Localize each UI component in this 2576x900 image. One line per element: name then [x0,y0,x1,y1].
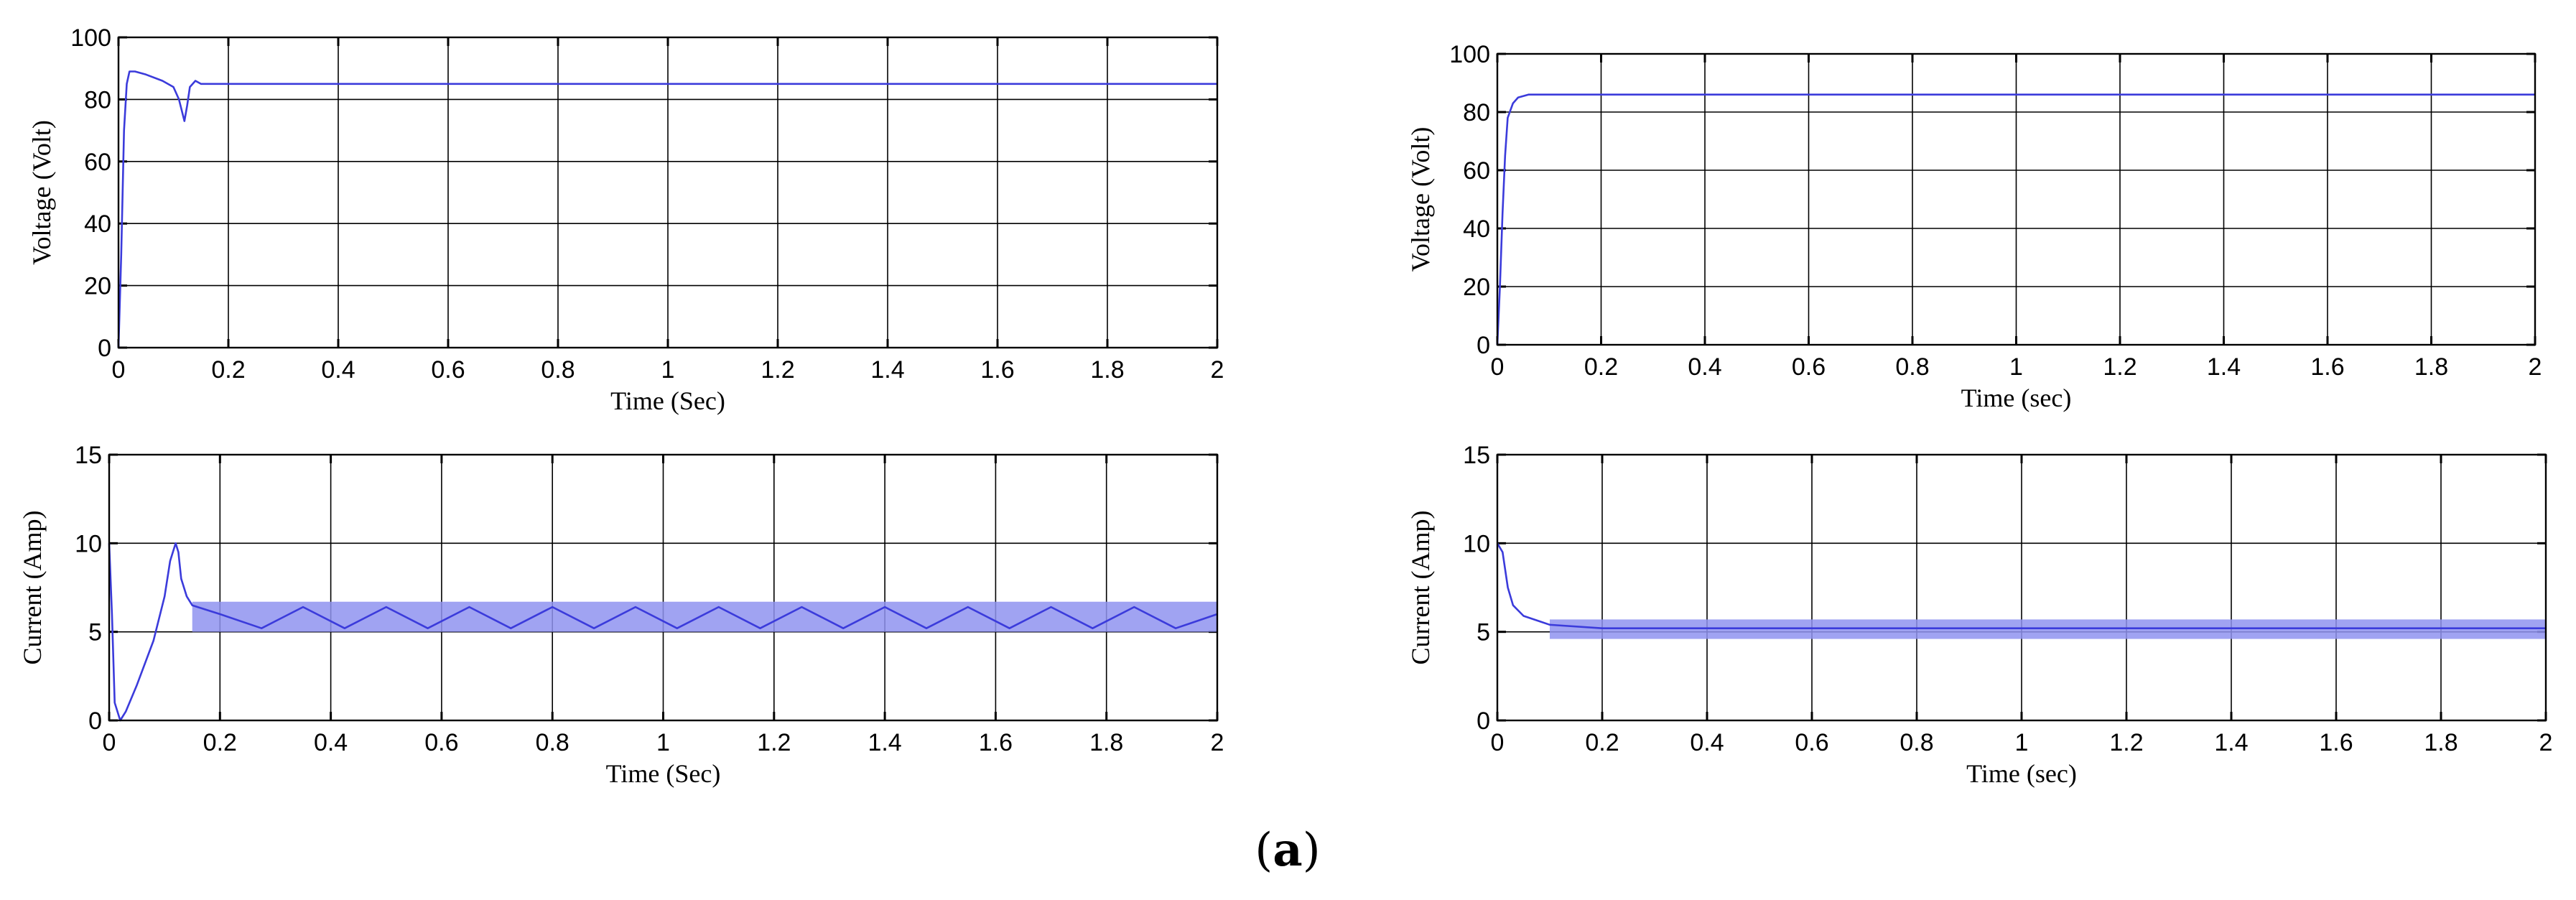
ripple-band [192,601,1218,632]
plot-frame [117,36,1219,349]
series-line-current [1496,542,2546,630]
chart-current-left: 0 0.2 0.4 0.6 0.8 1 1.2 1.4 1.6 1.8 2 0 5 10 15 Time (S… [18,442,1224,788]
x-tick-label: 2 [1211,729,1224,756]
y-tick-label: 40 [84,210,111,238]
y-tick-label: 5 [88,619,102,646]
y-tick-label: 5 [1477,619,1490,646]
chart-current-right: 0 0.2 0.4 0.6 0.8 1 1.2 1.4 1.6 1.8 2 0 5 10 15 Time (s… [1406,442,2552,788]
y-tick-label: 40 [1463,215,1490,243]
x-tick-label: 1 [2009,353,2023,381]
x-axis-label: Time (Sec) [610,386,725,415]
y-tick-label: 80 [84,86,111,113]
chart-voltage-left: 0 0.2 0.4 0.6 0.8 1 1.2 1.4 1.6 1.8 2020406080100T… [27,24,1224,415]
x-tick-label: 2 [2539,729,2553,756]
caption-letter: a [1273,823,1302,877]
x-tick-label: 0.4 [321,356,355,384]
plot-frame [108,453,1219,722]
x-tick-label: 0.8 [541,356,575,384]
plot-frame [1496,453,2547,722]
figure-caption: (a) [1255,823,1320,877]
x-tick-label: 1.4 [870,356,904,384]
x-tick-label: 1.4 [2214,729,2248,756]
x-tick-label: 1 [661,356,675,384]
y-axis-label: Voltage (Volt) [27,120,56,265]
y-tick-label: 0 [88,708,102,735]
x-tick-label: 1.2 [2109,729,2143,756]
x-tick-label: 1.6 [980,356,1014,384]
x-tick-label: 0.2 [1585,729,1619,756]
x-tick-label: 1.8 [1090,356,1124,384]
x-tick-label: 0 [1491,729,1505,756]
y-tick-label: 0 [1477,332,1490,359]
y-tick-label: 0 [98,335,111,362]
y-tick-label: 0 [1477,708,1490,735]
x-tick-label: 0.4 [314,729,348,756]
x-tick-label: 0.2 [211,356,245,384]
series-line-voltage [117,70,1217,348]
x-tick-label: 1.4 [868,729,901,756]
x-tick-label: 1.6 [979,729,1013,756]
x-axis-label: Time (Sec) [606,759,721,788]
series-line-voltage [1496,93,2535,345]
y-tick-label: 15 [1463,442,1490,469]
y-tick-label: 20 [1463,274,1490,301]
x-tick-label: 0.4 [1688,353,1721,381]
y-tick-label: 15 [75,442,102,469]
x-tick-label: 0 [112,356,126,384]
y-tick-label: 60 [1463,157,1490,185]
plot-frame [1496,52,2537,346]
x-tick-label: 0.2 [203,729,237,756]
y-tick-label: 10 [75,530,102,557]
x-tick-label: 1.2 [761,356,794,384]
x-tick-label: 0.6 [1795,729,1828,756]
x-tick-label: 0.6 [424,729,458,756]
x-tick-label: 0.6 [1792,353,1826,381]
x-tick-label: 0.4 [1690,729,1724,756]
x-tick-label: 0.8 [1895,353,1929,381]
caption-close-paren: ) [1303,824,1321,877]
x-tick-label: 1.4 [2207,353,2241,381]
x-tick-label: 0.8 [536,729,569,756]
x-tick-label: 1.8 [2424,729,2458,756]
y-tick-label: 10 [1463,530,1490,557]
y-tick-label: 20 [84,273,111,300]
x-tick-label: 0.6 [431,356,465,384]
y-tick-label: 80 [1463,99,1490,126]
y-tick-label: 60 [84,149,111,176]
series-line-current [108,542,1218,722]
y-tick-label: 100 [70,24,111,52]
x-tick-label: 1.8 [1089,729,1123,756]
x-tick-label: 1.2 [2103,353,2136,381]
x-tick-label: 0.2 [1584,353,1618,381]
x-tick-label: 1.8 [2414,353,2448,381]
x-tick-label: 1.2 [757,729,791,756]
x-tick-label: 2 [2529,353,2542,381]
y-axis-label: Current (Amp) [18,511,47,665]
y-axis-label: Voltage (Volt) [1406,127,1435,272]
x-tick-label: 0 [103,729,116,756]
y-axis-label: Current (Amp) [1406,511,1435,665]
x-tick-label: 1 [656,729,670,756]
x-tick-label: 1 [2015,729,2029,756]
x-tick-label: 1.6 [2319,729,2353,756]
x-axis-label: Time (sec) [1966,759,2077,788]
caption-open-paren: ( [1255,824,1273,877]
x-tick-label: 0 [1491,353,1505,381]
x-axis-label: Time (sec) [1961,384,2072,412]
x-tick-label: 0.8 [1900,729,1933,756]
chart-voltage-right: 0 0.2 0.4 0.6 0.8 1 1.2 1.4 1.6 1.8 2020406080100T… [1406,41,2542,412]
x-tick-label: 2 [1211,356,1224,384]
y-tick-label: 100 [1449,41,1490,68]
x-tick-label: 1.6 [2310,353,2344,381]
